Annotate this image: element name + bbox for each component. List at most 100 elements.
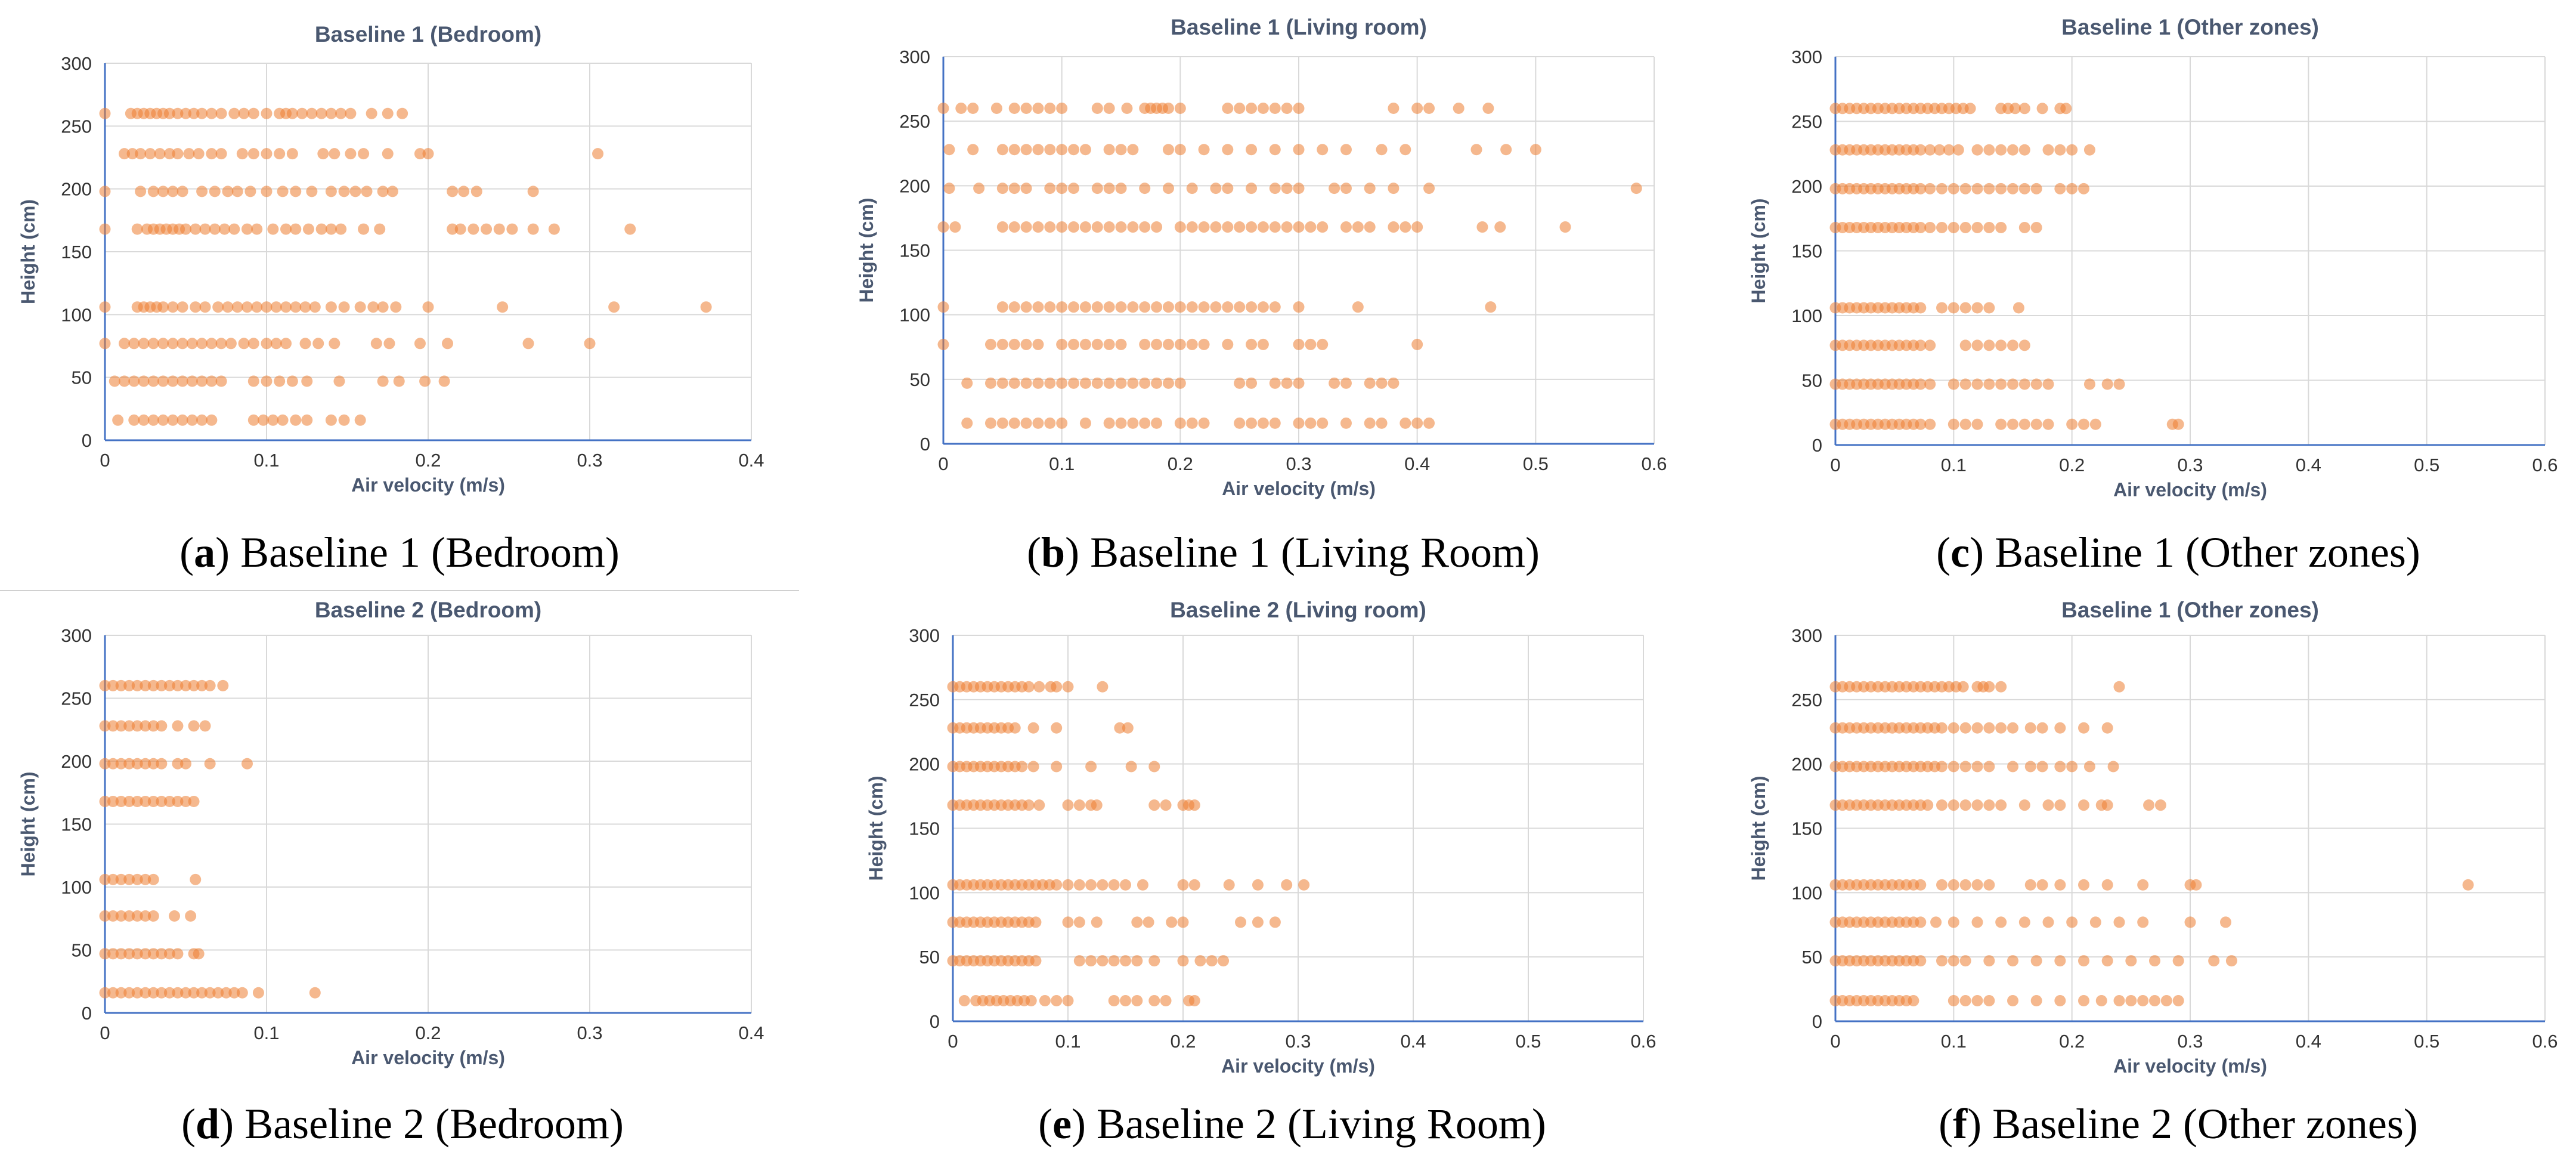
- data-point: [2083, 378, 2095, 390]
- data-point: [1068, 301, 1080, 313]
- data-point: [317, 148, 329, 160]
- data-point: [1908, 994, 1919, 1006]
- x-tick-label: 0.6: [2532, 1031, 2558, 1052]
- data-point: [1198, 301, 1210, 313]
- data-point: [140, 758, 151, 770]
- data-point: [1162, 183, 1174, 194]
- data-point: [1559, 221, 1571, 233]
- data-point: [984, 417, 996, 429]
- data-point: [349, 186, 361, 197]
- data-point: [1453, 103, 1465, 115]
- data-point: [172, 720, 184, 732]
- data-point: [1630, 183, 1642, 194]
- x-tick-label: 0.3: [2177, 455, 2203, 475]
- data-point: [163, 107, 175, 119]
- data-point: [1293, 103, 1305, 115]
- data-point: [2078, 722, 2089, 734]
- data-point: [1293, 301, 1305, 313]
- data-point: [1115, 144, 1127, 156]
- data-point: [2101, 879, 2113, 891]
- data-point: [251, 301, 263, 313]
- data-point: [2036, 103, 2048, 115]
- data-point: [1008, 221, 1020, 233]
- data-point: [301, 414, 313, 426]
- data-point: [172, 987, 184, 999]
- data-point: [2160, 994, 2172, 1006]
- data-point: [1388, 103, 1400, 115]
- y-tick-label: 200: [61, 751, 92, 772]
- data-point: [215, 375, 227, 387]
- x-tick-label: 0.1: [1049, 453, 1075, 474]
- data-point: [247, 414, 259, 426]
- data-point: [180, 223, 191, 235]
- y-tick-label: 0: [920, 434, 930, 455]
- data-point: [280, 338, 292, 350]
- data-point: [99, 301, 111, 313]
- data-point: [1388, 183, 1400, 194]
- data-point: [2149, 994, 2160, 1006]
- x-axis-label: Air velocity (m/s): [1221, 1055, 1375, 1077]
- data-point: [1027, 722, 1039, 734]
- data-point: [1032, 103, 1044, 115]
- data-point: [1062, 879, 1074, 891]
- data-point: [188, 720, 200, 732]
- data-point: [1376, 144, 1388, 156]
- x-tick-label: 0.4: [738, 450, 764, 471]
- data-point: [1174, 103, 1186, 115]
- data-point: [274, 375, 286, 387]
- data-point: [1177, 916, 1189, 928]
- data-point: [290, 186, 302, 197]
- data-point: [1281, 183, 1293, 194]
- x-tick-label: 0.3: [577, 450, 602, 471]
- data-point: [215, 107, 227, 119]
- x-tick-label: 0.1: [1941, 455, 1967, 475]
- data-point: [1293, 183, 1305, 194]
- data-point: [228, 987, 240, 999]
- data-point: [163, 987, 175, 999]
- data-point: [258, 414, 270, 426]
- data-point: [1103, 103, 1115, 115]
- data-point: [190, 223, 202, 235]
- data-point: [2036, 879, 2048, 891]
- data-point: [497, 301, 509, 313]
- data-point: [383, 338, 395, 350]
- data-point: [1032, 301, 1044, 313]
- data-point: [493, 223, 505, 235]
- y-tick-label: 150: [1791, 818, 1822, 839]
- data-point: [2007, 183, 2018, 194]
- x-axis-label: Air velocity (m/s): [2113, 479, 2267, 500]
- data-point: [172, 796, 184, 808]
- data-point: [290, 414, 302, 426]
- data-point: [1222, 301, 1234, 313]
- data-point: [199, 720, 211, 732]
- data-point: [2113, 378, 2125, 390]
- y-tick-label: 100: [61, 877, 92, 898]
- data-point: [2030, 378, 2042, 390]
- data-point: [280, 301, 292, 313]
- data-point: [147, 375, 159, 387]
- data-point: [1188, 879, 1200, 891]
- data-point: [1943, 144, 1955, 156]
- x-tick-label: 0.5: [1523, 453, 1549, 474]
- data-point: [131, 948, 143, 960]
- data-point: [209, 186, 221, 197]
- data-point: [1115, 338, 1127, 350]
- data-point: [1340, 417, 1352, 429]
- data-point: [123, 796, 135, 808]
- data-point: [99, 873, 111, 885]
- data-point: [1948, 916, 1959, 928]
- y-tick-label: 100: [899, 305, 930, 326]
- data-point: [99, 338, 111, 350]
- data-point: [996, 338, 1008, 350]
- y-tick-label: 100: [1791, 882, 1822, 903]
- data-point: [1008, 338, 1020, 350]
- chart-title: Baseline 1 (Living room): [1171, 15, 1427, 39]
- data-point: [196, 987, 208, 999]
- data-point: [193, 948, 205, 960]
- y-tick-label: 0: [82, 1003, 92, 1024]
- x-tick-label: 0.3: [1285, 1031, 1311, 1052]
- data-point: [1030, 916, 1042, 928]
- data-point: [1936, 722, 1948, 734]
- data-point: [261, 148, 273, 160]
- data-point: [1194, 955, 1206, 967]
